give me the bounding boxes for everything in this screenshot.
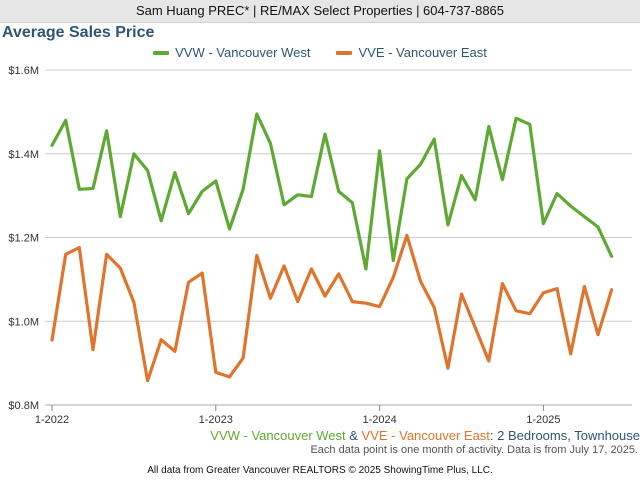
chart-title: Average Sales Price — [2, 24, 155, 41]
y-tick-label: $1.0M — [8, 316, 39, 328]
header-text: Sam Huang PREC* | RE/MAX Select Properti… — [135, 3, 505, 18]
legend-item-east[interactable]: VVE - Vancouver East — [336, 45, 487, 60]
footer-credit: All data from Greater Vancouver REALTORS… — [147, 465, 493, 476]
series-line-vvw — [50, 112, 614, 271]
header-bar: Sam Huang PREC* | RE/MAX Select Properti… — [0, 0, 640, 23]
data-note: Each data point is one month of activity… — [310, 444, 638, 456]
chart-legend: VVW - Vancouver West VVE - Vancouver Eas… — [0, 45, 640, 60]
y-tick-label: $1.4M — [8, 149, 39, 161]
subtitle-amp: & — [345, 428, 362, 443]
subtitle-east: VVE - Vancouver East — [361, 428, 490, 443]
y-tick-label: $1.6M — [8, 65, 39, 77]
series-line-vve — [50, 233, 614, 383]
chart-subtitle: VVW - Vancouver West & VVE - Vancouver E… — [210, 428, 640, 443]
x-tick-label: 1-2023 — [199, 414, 233, 426]
subtitle-west: VVW - Vancouver West — [210, 428, 346, 443]
y-tick-label: $0.8M — [8, 400, 39, 412]
legend-swatch-east — [336, 50, 353, 55]
y-tick-label: $1.2M — [8, 233, 39, 245]
x-tick-label: 1-2024 — [362, 414, 396, 426]
legend-swatch-west — [153, 50, 170, 55]
subtitle-rest: : 2 Bedrooms, Townhouse — [489, 428, 640, 443]
x-tick-label: 1-2022 — [35, 414, 69, 426]
x-tick-label: 1-2025 — [526, 414, 560, 426]
legend-label-east: VVE - Vancouver East — [358, 45, 487, 60]
legend-label-west: VVW - Vancouver West — [175, 45, 311, 60]
legend-item-west[interactable]: VVW - Vancouver West — [153, 45, 310, 60]
